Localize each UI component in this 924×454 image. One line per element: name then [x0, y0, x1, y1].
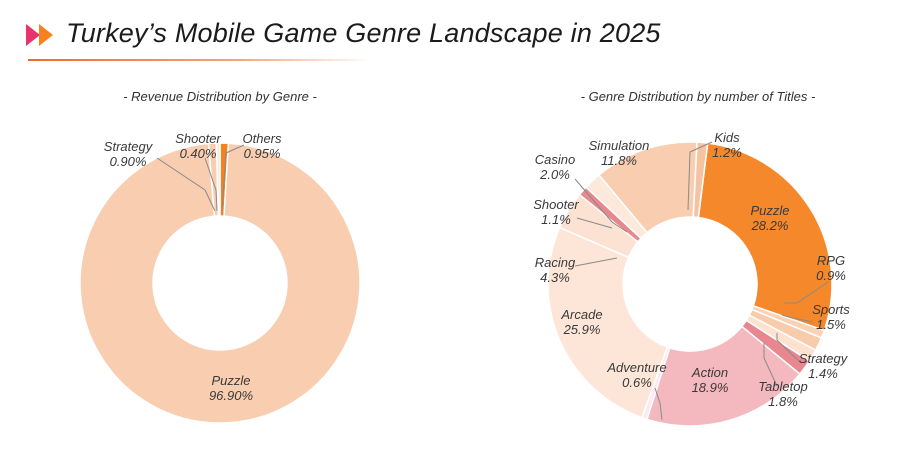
titles-label-name-action: Action — [691, 365, 728, 380]
revenue-label-value-strategy: 0.90% — [110, 154, 147, 169]
revenue-leader-others — [221, 144, 245, 212]
revenue-label-value-puzzle: 96.90% — [209, 388, 253, 403]
titles-leader-rpg — [784, 281, 829, 304]
titles-label-value-action: 18.9% — [692, 380, 729, 395]
titles-label-name-shooter: Shooter — [533, 197, 579, 212]
revenue-chart-panel: - Revenue Distribution by Genre - Others… — [79, 89, 361, 424]
titles-label-name-casino: Casino — [535, 152, 575, 167]
revenue-chart-subtitle: - Revenue Distribution by Genre - — [123, 89, 317, 104]
titles-label-name-arcade: Arcade — [560, 307, 602, 322]
titles-label-name-rpg: RPG — [817, 253, 845, 268]
revenue-label-name-puzzle: Puzzle — [211, 373, 250, 388]
titles-label-value-rpg: 0.9% — [816, 268, 846, 283]
titles-chart-panel: - Genre Distribution by number of Titles… — [462, 0, 924, 454]
titles-label-value-simulation: 11.8% — [601, 153, 637, 168]
titles-label-name-strategy: Strategy — [799, 351, 849, 366]
titles-label-value-shooter: 1.1% — [541, 212, 571, 227]
titles-label-name-racing: Racing — [535, 255, 576, 270]
titles-label-value-strategy: 1.4% — [808, 366, 838, 381]
titles-leader-sports — [781, 314, 814, 323]
titles-leader-casino — [574, 178, 628, 233]
titles-label-value-kids: 1.2% — [712, 145, 742, 160]
double-chevron-icon — [26, 24, 53, 46]
titles-slices — [547, 141, 833, 427]
titles-leader-adventure — [654, 387, 663, 421]
titles-slice-puzzle — [697, 142, 833, 332]
titles-label-value-casino: 2.0% — [539, 167, 570, 182]
revenue-slices — [79, 142, 361, 424]
revenue-label-name-strategy: Strategy — [104, 139, 154, 154]
revenue-label-name-shooter: Shooter — [175, 131, 221, 146]
titles-label-name-kids: Kids — [714, 130, 740, 145]
titles-slice-arcade — [547, 226, 669, 419]
revenue-label-name-others: Others — [242, 131, 282, 146]
revenue-label-value-shooter: 0.40% — [180, 146, 217, 161]
titles-slice-kids — [692, 141, 709, 219]
titles-label-value-adventure: 0.6% — [622, 375, 652, 390]
titles-slice-action — [646, 325, 801, 427]
page-title: Turkey’s Mobile Game Genre Landscape in … — [66, 18, 661, 48]
titles-label-value-sports: 1.5% — [816, 317, 846, 332]
titles-label-value-arcade: 25.9% — [563, 322, 601, 337]
revenue-leader-shooter — [204, 157, 218, 212]
titles-label-value-puzzle: 28.2% — [751, 218, 789, 233]
titles-leader-racing — [574, 257, 618, 267]
titles-label-value-racing: 4.3% — [540, 270, 570, 285]
titles-label-name-tabletop: Tabletop — [758, 379, 807, 394]
titles-label-name-adventure: Adventure — [606, 360, 666, 375]
titles-label-name-puzzle: Puzzle — [750, 203, 789, 218]
revenue-leader-strategy — [156, 157, 216, 212]
titles-chart-subtitle: - Genre Distribution by number of Titles… — [580, 89, 816, 104]
titles-label-name-simulation: Simulation — [589, 138, 650, 153]
revenue-slice-puzzle — [79, 142, 361, 424]
titles-leader-strategy — [776, 333, 802, 364]
titles-label-value-tabletop: 1.8% — [768, 394, 798, 409]
titles-leader-shooter — [576, 217, 613, 229]
revenue-slice-shooter — [215, 142, 221, 217]
titles-leader-kids — [687, 141, 713, 211]
titles-leader-tabletop — [763, 343, 778, 387]
revenue-label-value-others: 0.95% — [244, 146, 281, 161]
title-underline — [28, 59, 373, 61]
titles-label-name-sports: Sports — [812, 302, 850, 317]
